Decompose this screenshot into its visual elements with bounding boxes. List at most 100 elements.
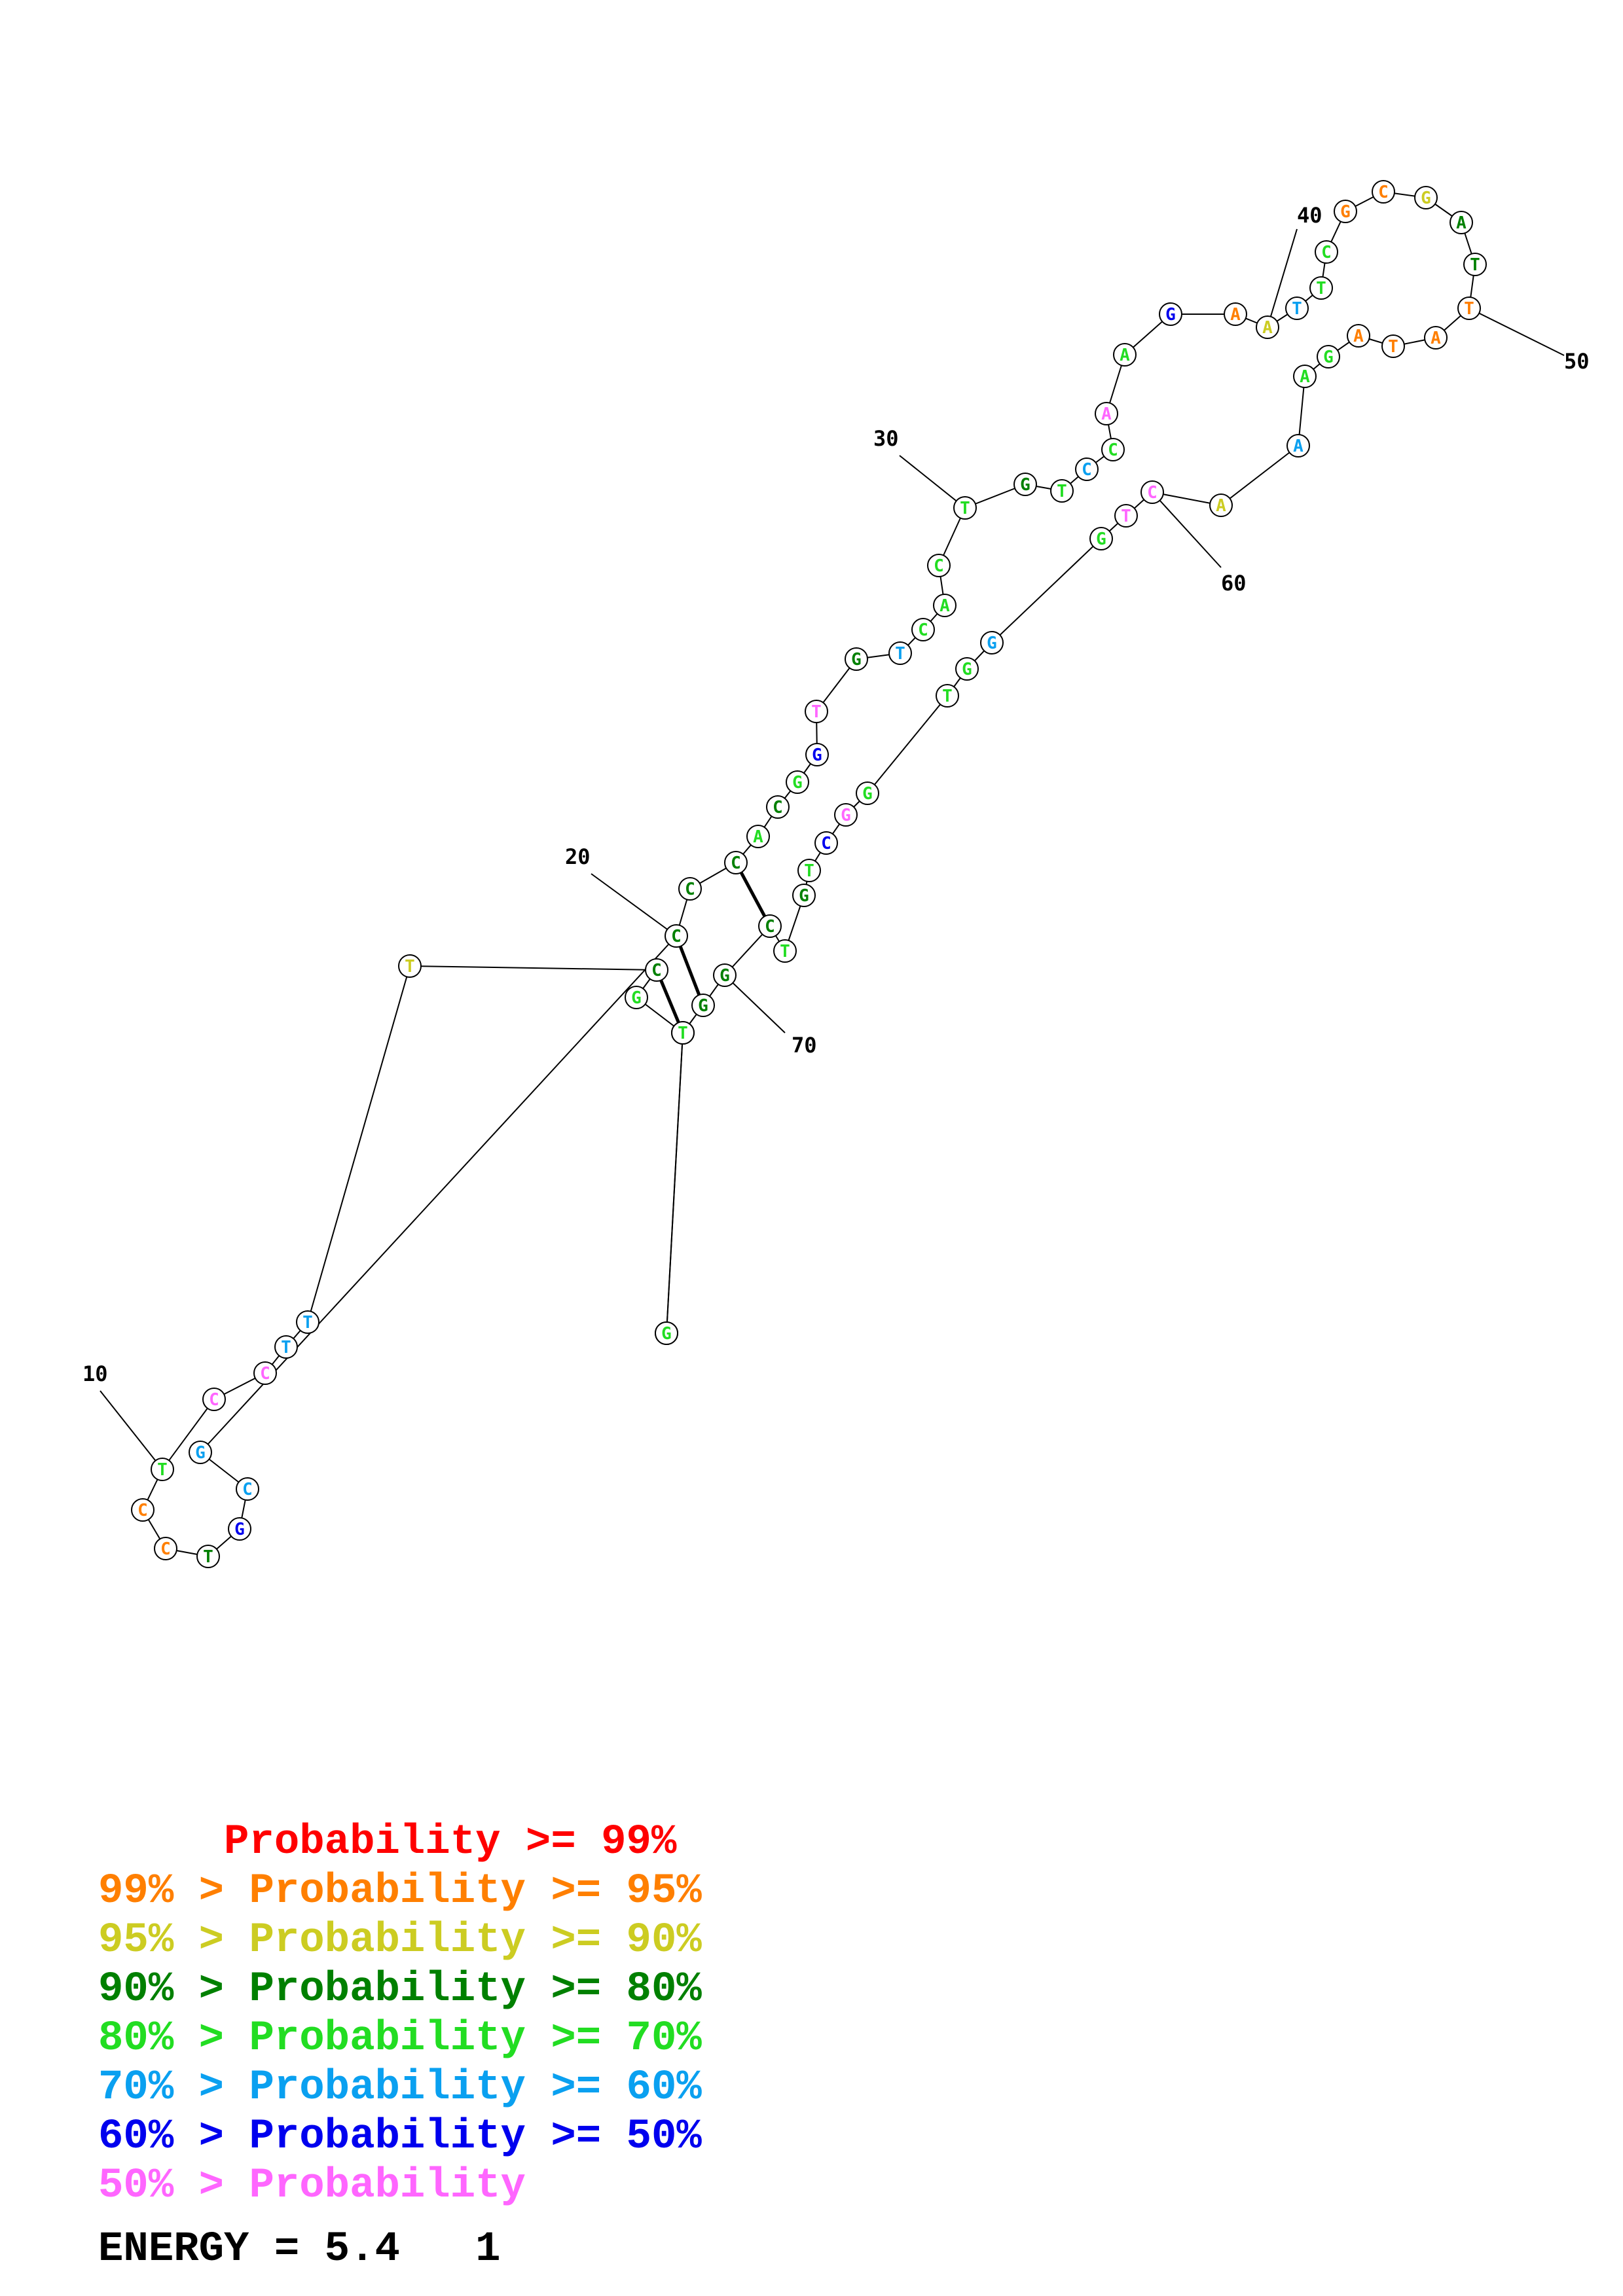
nucleotide-letter: C	[1082, 460, 1092, 480]
nucleotide-letter: A	[1101, 404, 1112, 424]
nucleotide-13: T	[196, 1545, 220, 1568]
nucleotide-letter: C	[773, 798, 783, 817]
nucleotide-circle	[1089, 527, 1113, 550]
nucleotide-11: C	[131, 1498, 155, 1522]
nucleotide-letter: G	[962, 660, 972, 679]
nucleotide-letter: C	[685, 880, 695, 899]
nucleotide-letter: T	[1470, 255, 1480, 275]
nucleotide-letter: G	[799, 886, 809, 906]
nucleotide-circle	[228, 1517, 251, 1541]
nucleotide-18: C	[678, 877, 702, 901]
nucleotide-15: C	[236, 1477, 259, 1501]
nucleotide-circle	[189, 1441, 212, 1464]
nucleotide-letter: A	[753, 827, 763, 847]
nucleotide-30: T	[953, 496, 977, 520]
legend-99: Probability >= 99%	[98, 1819, 677, 1866]
nucleotide-circle	[1075, 457, 1099, 481]
nucleotide-42: C	[1315, 240, 1338, 264]
nucleotide-circle	[1114, 504, 1138, 528]
nucleotide-letter: G	[195, 1443, 206, 1463]
nucleotide-letter: C	[765, 917, 775, 937]
nucleotide-circle	[724, 851, 748, 874]
nucleotide-25: G	[845, 647, 868, 671]
position-ticks: 10 20 30 40 50 60 70	[82, 203, 1590, 1470]
nucleotide-circle	[154, 1537, 177, 1560]
nucleotide-circle	[1209, 493, 1233, 517]
nucleotide-letter: T	[1292, 299, 1302, 319]
nucleotide-49: A	[1424, 326, 1448, 350]
nucleotide-circle	[1334, 200, 1357, 223]
legend-60: 70% > Probability >= 60%	[98, 2064, 702, 2111]
position-tick	[1267, 228, 1298, 328]
nucleotide-circle	[1414, 186, 1438, 209]
nucleotide-65: T	[797, 859, 821, 882]
nucleotide-letter: A	[939, 596, 950, 616]
nucleotide-circle	[1159, 302, 1182, 326]
nucleotide-nodes: GTGCTTTCCTCCTGCGCCCACGGTGTCACTGTCCAAGAAT…	[131, 180, 1487, 1568]
nucleotide-circle	[253, 1361, 277, 1385]
nucleotide-letter: C	[1378, 183, 1389, 202]
nucleotide-circle	[933, 594, 957, 617]
nucleotide-69: G	[713, 963, 737, 987]
nucleotide-27: C	[911, 618, 935, 641]
nucleotide-circle	[1095, 402, 1118, 425]
legend-80: 90% > Probability >= 80%	[98, 1966, 702, 2013]
position-label-50: 50	[1564, 349, 1590, 374]
nucleotide-64: C	[814, 831, 838, 855]
nucleotide-47: T	[1463, 253, 1487, 276]
position-label-70: 70	[792, 1033, 817, 1058]
position-tick	[724, 975, 786, 1033]
position-label-20: 20	[565, 844, 591, 869]
nucleotide-letter: C	[1321, 243, 1332, 262]
nucleotide-37: G	[1159, 302, 1182, 326]
position-tick	[100, 1390, 163, 1470]
position-tick	[1152, 492, 1222, 568]
nucleotide-57: T	[1114, 504, 1138, 528]
position-label-40: 40	[1297, 203, 1322, 228]
nucleotide-letter: T	[1121, 507, 1131, 526]
nucleotide-letter: T	[203, 1547, 213, 1567]
position-label-60: 60	[1221, 571, 1247, 596]
nucleotide-6: T	[296, 1310, 319, 1334]
legend-below-50: 50% > Probability	[98, 2162, 526, 2210]
legend-95: 99% > Probability >= 95%	[98, 1868, 702, 1915]
nucleotide-circle	[1424, 326, 1448, 350]
nucleotide-circle	[1457, 296, 1481, 320]
nucleotide-54: A	[1286, 434, 1310, 457]
nucleotide-circle	[645, 958, 668, 982]
nucleotide-circle	[398, 954, 422, 978]
nucleotide-letter: G	[1421, 188, 1431, 208]
nucleotide-52: G	[1317, 345, 1340, 368]
energy-label: ENERGY = 5.4 1	[98, 2226, 501, 2273]
nucleotide-letter: C	[137, 1501, 148, 1520]
nucleotide-letter: G	[1096, 529, 1106, 549]
nucleotide-circle	[691, 994, 715, 1017]
nucleotide-16: G	[189, 1441, 212, 1464]
nucleotide-letter: T	[811, 702, 822, 722]
nucleotide-58: G	[1089, 527, 1113, 550]
nucleotide-29: C	[927, 554, 951, 577]
nucleotide-circle	[1450, 211, 1473, 234]
nucleotide-letter: A	[1456, 213, 1467, 233]
nucleotide-61: T	[936, 684, 959, 708]
nucleotide-circle	[655, 1321, 678, 1345]
nucleotide-36: A	[1113, 343, 1137, 367]
nucleotide-66: G	[792, 884, 816, 907]
nucleotide-letter: A	[1216, 496, 1226, 516]
nucleotide-circle	[766, 795, 790, 819]
nucleotide-59: G	[980, 631, 1004, 655]
nucleotide-63: G	[834, 803, 858, 827]
nucleotide-letter: T	[960, 499, 970, 518]
nucleotide-circle	[911, 618, 935, 641]
nucleotide-circle	[758, 914, 782, 938]
nucleotide-48: T	[1457, 296, 1481, 320]
position-label-10: 10	[82, 1361, 108, 1386]
nucleotide-letter: G	[851, 650, 862, 670]
nucleotide-letter: G	[1165, 305, 1176, 325]
nucleotide-circle	[1372, 180, 1395, 204]
nucleotide-letter: T	[302, 1313, 313, 1333]
nucleotide-24: T	[805, 700, 828, 723]
nucleotide-33: C	[1075, 457, 1099, 481]
nucleotide-circle	[1101, 438, 1125, 461]
nucleotide-55: A	[1209, 493, 1233, 517]
